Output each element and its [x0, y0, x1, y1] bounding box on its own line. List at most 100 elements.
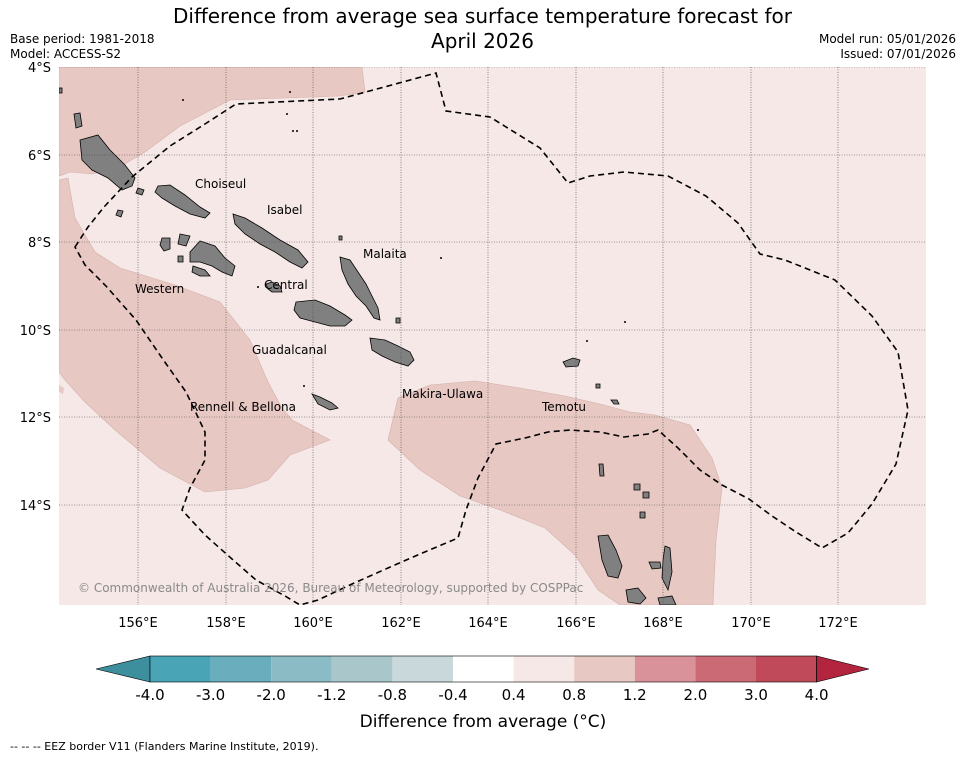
colorbar-tick-label: 4.0 — [805, 686, 829, 704]
colorbar-label: Difference from average (°C) — [360, 712, 607, 732]
colorbar-segment — [513, 656, 575, 682]
island-nw-tip — [59, 87, 63, 94]
colorbar-segment — [574, 656, 635, 682]
colorbar-segment — [331, 656, 393, 682]
colorbar-ticks: -4.0 -3.0 -2.0 -1.2 -0.8 -0.4 0.4 0.8 1.2 2.0 3.0 4… — [135, 686, 828, 704]
colorbar-segment — [453, 656, 514, 682]
meta-right: Model run: 05/01/2026 Issued: 07/01/2026 — [819, 32, 956, 62]
colorbar-tick-label: 0.4 — [502, 686, 526, 704]
colorbar-segments — [95, 655, 870, 683]
lon-164e: 164°E — [468, 616, 508, 631]
colorbar-tick-label: 2.0 — [683, 686, 707, 704]
island-vella — [159, 237, 171, 252]
island-vanuatu-north — [597, 534, 623, 579]
island-makira — [369, 337, 415, 367]
colorbar-tick-label: -0.4 — [438, 686, 467, 704]
issued-date: Issued: 07/01/2026 — [840, 47, 956, 61]
region-guadalcanal: Guadalcanal — [252, 343, 327, 357]
region-rennell-bellona: Rennell & Bellona — [190, 400, 296, 414]
warm-anomaly-southeast — [387, 380, 723, 605]
island-temotu-small-2 — [610, 399, 620, 405]
meta-left: Base period: 1981-2018 Model: ACCESS-S2 — [10, 32, 155, 62]
island-buka — [73, 112, 83, 129]
model-name: Model: ACCESS-S2 — [10, 47, 122, 61]
base-period: Base period: 1981-2018 — [10, 32, 155, 46]
colorbar-segment — [210, 656, 272, 682]
colorbar: -4.0 -3.0 -2.0 -1.2 -0.8 -0.4 0.4 0.8 1.2 2.0 3.0 4… — [95, 655, 870, 732]
lat-10s: 10°S — [20, 324, 51, 339]
region-makira-ulawa: Makira-Ulawa — [402, 387, 483, 401]
island-malaita — [339, 256, 381, 321]
island-choiseul — [154, 184, 211, 219]
lon-166e: 166°E — [556, 616, 596, 631]
gridlines — [59, 67, 926, 605]
model-run: Model run: 05/01/2026 — [818, 32, 956, 46]
eez-border — [74, 72, 909, 605]
island-shortland — [115, 209, 124, 218]
island-torres — [598, 463, 605, 477]
lon-168e: 168°E — [643, 616, 683, 631]
lon-172e: 172°E — [818, 616, 858, 631]
page-title: Difference from average sea surface temp… — [0, 4, 965, 54]
island-vanuatu-5 — [657, 595, 677, 605]
colorbar-segment — [271, 656, 332, 682]
tiny-islets — [182, 91, 699, 431]
colorbar-extend-high — [816, 655, 870, 683]
copyright: © Commonwealth of Australia 2026, Bureau… — [78, 581, 583, 595]
map[interactable]: Choiseul Isabel Malaita Western Central … — [0, 0, 965, 650]
island-vanuatu-2 — [625, 587, 647, 605]
colorbar-segment — [634, 656, 696, 682]
warm-anomaly-tip — [59, 385, 64, 394]
island-kolo — [177, 233, 191, 247]
colorbar-tick-label: -0.8 — [378, 686, 407, 704]
warm-anomaly-north — [59, 67, 366, 177]
eez-footnote: -- -- -- EEZ border V11 (Flanders Marine… — [10, 740, 319, 753]
lon-170e: 170°E — [731, 616, 771, 631]
island-rennell — [311, 393, 339, 411]
island-temotu-small — [595, 383, 601, 389]
colorbar-tick-label: -2.0 — [257, 686, 286, 704]
colorbar-tick-label: -3.0 — [196, 686, 225, 704]
latitude-labels: 4°S 6°S 8°S 10°S 12°S 14°S — [20, 61, 51, 514]
lon-162e: 162°E — [381, 616, 421, 631]
colorbar-segment — [695, 656, 756, 682]
lat-6s: 6°S — [28, 149, 51, 164]
colorbar-segment — [392, 656, 453, 682]
title-line-2: April 2026 — [431, 29, 534, 53]
island-bougainville — [79, 134, 136, 191]
colorbar-segment — [150, 656, 211, 682]
island-isabel — [232, 213, 309, 269]
lat-12s: 12°S — [20, 411, 51, 426]
longitude-labels: 156°E 158°E 160°E 162°E 164°E 166°E 168°… — [118, 616, 858, 631]
colorbar-tick-label: -4.0 — [135, 686, 164, 704]
region-choiseul: Choiseul — [195, 177, 246, 191]
land-masses — [59, 87, 677, 605]
region-western: Western — [135, 282, 184, 296]
title-line-1: Difference from average sea surface temp… — [172, 4, 792, 28]
warm-anomaly-west — [59, 177, 331, 493]
lon-160e: 160°E — [293, 616, 333, 631]
island-guadalcanal — [293, 299, 353, 327]
colorbar-frame — [149, 655, 817, 683]
island-rendova — [191, 265, 211, 277]
colorbar-segment — [756, 656, 817, 682]
colorbar-tick-label: 0.8 — [562, 686, 586, 704]
region-malaita: Malaita — [363, 247, 407, 261]
region-central: Central — [264, 278, 308, 292]
island-vanuatu-4 — [648, 561, 662, 570]
region-isabel: Isabel — [267, 203, 302, 217]
colorbar-tick-label: 3.0 — [744, 686, 768, 704]
lat-8s: 8°S — [28, 236, 51, 251]
lon-156e: 156°E — [118, 616, 158, 631]
island-ranongga — [177, 255, 184, 263]
lon-158e: 158°E — [206, 616, 246, 631]
colorbar-tick-label: -1.2 — [317, 686, 346, 704]
island-banks-2 — [639, 511, 646, 519]
island-banks-3 — [642, 491, 650, 499]
colorbar-tick-label: 1.2 — [623, 686, 647, 704]
colorbar-extend-low — [95, 655, 151, 683]
island-banks-1 — [633, 483, 641, 491]
island-ontong — [338, 235, 343, 241]
lat-4s: 4°S — [28, 61, 51, 76]
region-temotu: Temotu — [541, 400, 586, 414]
